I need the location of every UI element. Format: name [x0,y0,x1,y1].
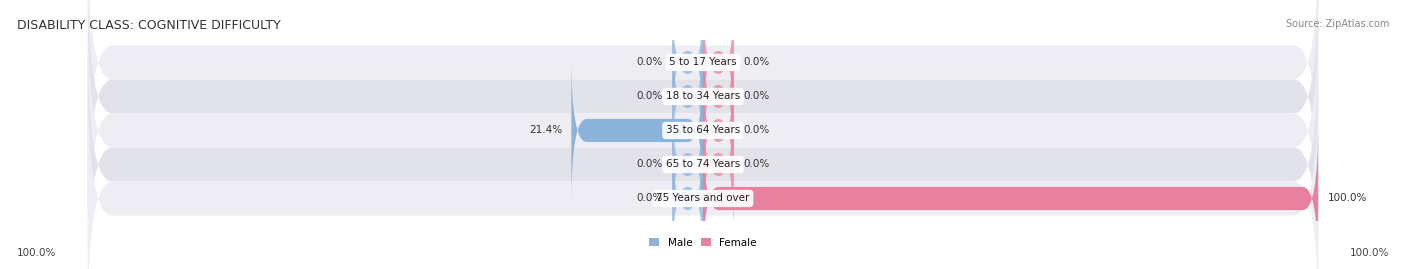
Text: 5 to 17 Years: 5 to 17 Years [669,58,737,68]
Text: DISABILITY CLASS: COGNITIVE DIFFICULTY: DISABILITY CLASS: COGNITIVE DIFFICULTY [17,19,281,32]
FancyBboxPatch shape [703,91,734,238]
Text: 0.0%: 0.0% [742,160,769,169]
Text: 0.0%: 0.0% [742,91,769,101]
FancyBboxPatch shape [87,0,1319,182]
Text: 21.4%: 21.4% [529,125,562,136]
FancyBboxPatch shape [672,125,703,269]
FancyBboxPatch shape [703,125,1319,269]
Text: 100.0%: 100.0% [1327,193,1367,203]
Text: 18 to 34 Years: 18 to 34 Years [666,91,740,101]
FancyBboxPatch shape [87,79,1319,269]
Text: 0.0%: 0.0% [742,58,769,68]
FancyBboxPatch shape [672,91,703,238]
FancyBboxPatch shape [703,23,734,170]
Text: 0.0%: 0.0% [637,160,664,169]
Text: 35 to 64 Years: 35 to 64 Years [666,125,740,136]
FancyBboxPatch shape [87,45,1319,269]
Text: 0.0%: 0.0% [637,91,664,101]
Text: 0.0%: 0.0% [637,58,664,68]
FancyBboxPatch shape [87,0,1319,215]
Legend: Male, Female: Male, Female [650,238,756,248]
Text: 65 to 74 Years: 65 to 74 Years [666,160,740,169]
FancyBboxPatch shape [672,0,703,136]
Text: 100.0%: 100.0% [17,248,56,258]
Text: 75 Years and over: 75 Years and over [657,193,749,203]
Text: 100.0%: 100.0% [1350,248,1389,258]
FancyBboxPatch shape [703,57,734,204]
FancyBboxPatch shape [703,0,734,136]
Text: Source: ZipAtlas.com: Source: ZipAtlas.com [1285,19,1389,29]
Text: 0.0%: 0.0% [742,125,769,136]
FancyBboxPatch shape [87,12,1319,249]
FancyBboxPatch shape [571,57,703,204]
FancyBboxPatch shape [672,23,703,170]
Text: 0.0%: 0.0% [637,193,664,203]
